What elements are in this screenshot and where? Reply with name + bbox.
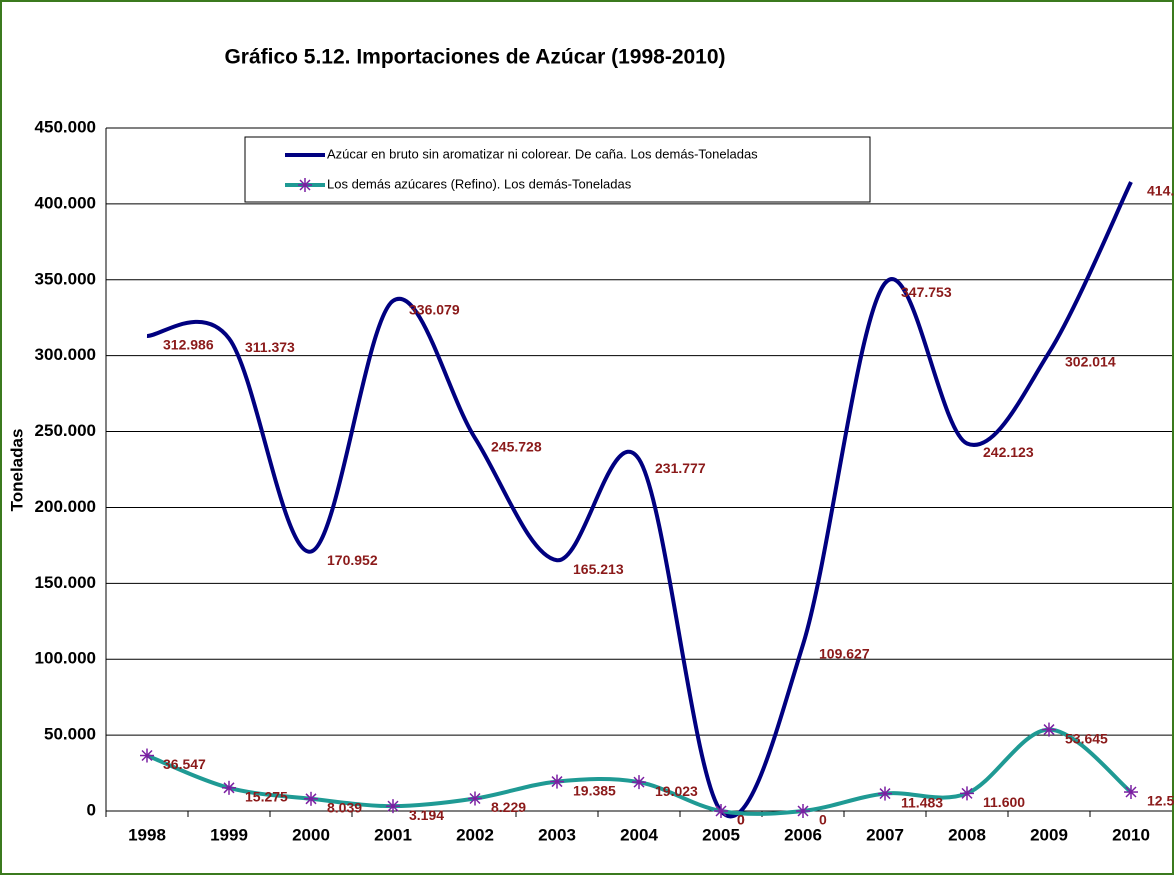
- y-tick-label: 100.000: [35, 649, 96, 668]
- x-tick-label: 2004: [620, 825, 658, 844]
- value-label: 15.275: [245, 789, 288, 805]
- x-tick-label: 2008: [948, 825, 986, 844]
- marker: [632, 775, 646, 790]
- value-label: 0: [737, 812, 745, 828]
- value-label: 170.952: [327, 552, 378, 568]
- marker-stroke: [715, 805, 727, 817]
- marker: [714, 804, 728, 818]
- marker-stroke: [1043, 724, 1055, 736]
- value-label: 3.194: [409, 807, 444, 823]
- x-tick-label: 2001: [374, 825, 412, 844]
- value-label: 414.391: [1147, 183, 1174, 199]
- value-label: 8.039: [327, 800, 362, 816]
- legend-label: Azúcar en bruto sin aromatizar ni colore…: [327, 146, 758, 161]
- value-label: 53.645: [1065, 730, 1108, 746]
- value-label: 231.777: [655, 460, 706, 476]
- value-label: 336.079: [409, 302, 460, 318]
- y-tick-label: 300.000: [35, 345, 96, 364]
- x-tick-label: 2010: [1112, 825, 1150, 844]
- value-label: 109.627: [819, 645, 870, 661]
- x-tick-label: 1998: [128, 825, 166, 844]
- chart-title: Gráfico 5.12. Importaciones de Azúcar (1…: [224, 46, 725, 69]
- y-axis-label: Toneladas: [7, 429, 26, 512]
- legend-label: Los demás azúcares (Refino). Los demás-T…: [327, 176, 632, 191]
- x-tick-label: 2006: [784, 825, 822, 844]
- marker: [386, 799, 400, 814]
- marker-stroke: [879, 788, 891, 800]
- marker-stroke: [299, 179, 311, 191]
- x-tick-label: 2009: [1030, 825, 1068, 844]
- marker: [960, 786, 974, 801]
- x-tick-label: 2003: [538, 825, 576, 844]
- value-label: 242.123: [983, 444, 1034, 460]
- series-line: [146, 181, 1133, 819]
- legend-box: [244, 136, 871, 203]
- y-tick-label: 200.000: [35, 497, 96, 516]
- marker-stroke: [141, 749, 153, 762]
- x-tick-label: 1999: [210, 825, 248, 844]
- x-tick-label: 2005: [702, 825, 740, 844]
- marker: [140, 748, 154, 763]
- value-label: 347.753: [901, 284, 952, 300]
- marker: [1042, 722, 1056, 737]
- value-label: 8.229: [491, 799, 526, 815]
- marker-stroke: [633, 776, 645, 788]
- value-label: 311.373: [245, 339, 295, 355]
- marker: [468, 791, 482, 806]
- marker: [550, 774, 564, 789]
- value-label: 302.014: [1065, 353, 1116, 369]
- value-label: 312.986: [163, 337, 214, 353]
- value-label: 36.547: [163, 756, 206, 772]
- value-label: 245.728: [491, 439, 542, 455]
- marker-stroke: [223, 782, 235, 794]
- marker-stroke: [305, 793, 317, 805]
- marker: [1124, 785, 1138, 800]
- value-label: 11.483: [901, 794, 943, 810]
- marker-stroke: [469, 792, 481, 805]
- marker-stroke: [797, 805, 809, 817]
- marker-stroke: [961, 787, 973, 799]
- y-tick-label: 50.000: [44, 725, 96, 744]
- value-label: 19.385: [573, 782, 616, 798]
- x-tick-label: 2000: [292, 825, 330, 844]
- marker: [878, 786, 892, 801]
- x-tick-label: 2007: [866, 825, 904, 844]
- marker: [222, 780, 236, 795]
- marker-stroke: [1125, 786, 1137, 798]
- value-label: 12.500: [1147, 793, 1174, 809]
- y-tick-label: 250.000: [35, 421, 96, 440]
- marker-stroke: [551, 776, 563, 788]
- y-tick-label: 150.000: [35, 573, 96, 592]
- y-tick-label: 400.000: [35, 193, 96, 212]
- marker: [796, 804, 810, 818]
- value-label: 0: [737, 812, 745, 828]
- y-tick-label: 450.000: [35, 117, 96, 136]
- value-label: 11.600: [983, 794, 1025, 810]
- value-label: 19.023: [655, 783, 698, 799]
- marker-stroke: [387, 800, 399, 812]
- value-label: 165.213: [573, 561, 624, 577]
- y-tick-label: 0: [87, 800, 96, 819]
- marker: [304, 791, 318, 806]
- x-tick-label: 2002: [456, 825, 494, 844]
- y-tick-label: 350.000: [35, 269, 96, 288]
- marker: [298, 178, 312, 192]
- value-label: 0: [819, 812, 827, 828]
